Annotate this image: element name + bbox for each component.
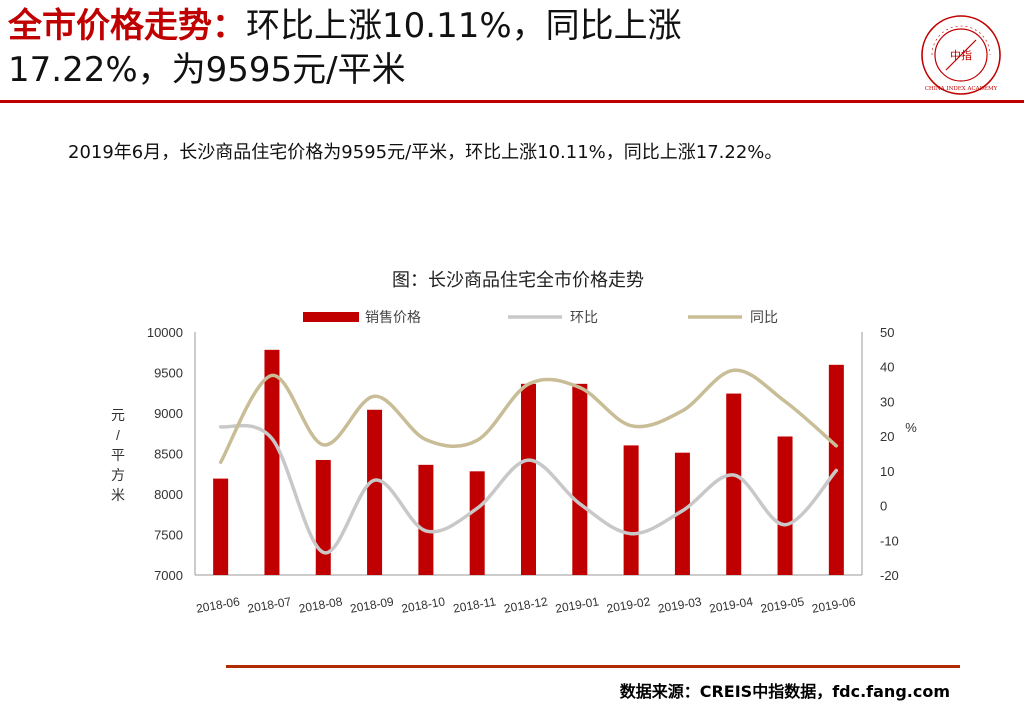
y-right-tick-label: -20 [880, 568, 899, 583]
x-tick-label-2018-11: 2018-11 [452, 594, 497, 615]
bar-2018-09 [367, 409, 383, 575]
price-trend-chart: 图：长沙商品住宅全市价格走势销售价格 环比 同比 7000 7500 8000 8500 90… [0, 260, 1024, 640]
bar-2019-04 [726, 393, 742, 575]
seal-ring-text: CHINA INDEX ACADEMY [925, 86, 998, 92]
china-index-academy-seal-icon: 中指 CHINA INDEX ACADEMY [921, 15, 1001, 95]
x-tick-label-2018-12: 2018-12 [503, 594, 549, 615]
y-left-tick-label: 9000 [154, 406, 183, 421]
x-tick-label-2019-01: 2019-01 [554, 594, 600, 615]
bar-2018-07 [264, 349, 280, 575]
legend-label-2: 同比 [750, 309, 778, 325]
chart-title: 图：长沙商品住宅全市价格走势 [392, 270, 644, 290]
title-line1: 环比上涨10.11%，同比上涨 [246, 6, 682, 46]
seal-center-text: 中指 [950, 48, 972, 62]
y-left-tick-label: 7500 [154, 528, 183, 543]
bar-2018-12 [521, 383, 536, 575]
data-source: 数据来源：CREIS中指数据，fdc.fang.com [619, 682, 950, 701]
title-divider [0, 100, 1024, 103]
footer-divider [226, 665, 960, 668]
line-series-同比 [218, 368, 839, 464]
x-tick-label-2018-10: 2018-10 [400, 594, 446, 615]
y-right-tick-label: 20 [880, 429, 894, 444]
y-right-tick-label: -10 [880, 533, 899, 548]
y-right-tick-label: 0 [880, 499, 887, 514]
x-tick-label-2019-02: 2019-02 [606, 594, 652, 615]
title-line2: 17.22%，为9595元/平米 [8, 50, 406, 90]
bar-2019-02 [623, 445, 639, 575]
y-right-tick-label: 40 [880, 360, 894, 375]
x-tick-label-2018-06: 2018-06 [195, 594, 241, 615]
x-tick-label-2019-04: 2019-04 [708, 594, 754, 615]
y-right-label: % [905, 420, 917, 435]
bar-2019-01 [572, 383, 588, 575]
bar-2018-11 [469, 471, 485, 575]
y-left-label-char: / [116, 427, 120, 443]
y-left-tick-label: 7000 [154, 568, 183, 583]
x-tick-label-2019-06: 2019-06 [811, 594, 857, 615]
y-left-tick-label: 8000 [154, 487, 183, 502]
bar-2018-10 [418, 464, 434, 575]
summary-text: 2019年6月，长沙商品住宅价格为9595元/平米，环比上涨10.11%，同比上… [68, 142, 783, 163]
legend-label-0: 销售价格 [365, 309, 421, 325]
y-right-tick-label: 50 [880, 325, 894, 340]
legend-label-1: 环比 [570, 309, 598, 325]
y-left-label-char: 米 [111, 487, 125, 503]
y-right-tick-label: 30 [880, 394, 894, 409]
y-left-tick-label: 8500 [154, 447, 183, 462]
page-title: 全市价格走势：环比上涨10.11%，同比上涨 17.22%，为9595元/平米 [8, 4, 908, 92]
y-left-label-char: 平 [111, 447, 125, 463]
legend-swatch-0 [303, 312, 359, 322]
bar-2019-03 [674, 452, 690, 575]
y-left-label-char: 方 [111, 467, 125, 483]
x-tick-label-2019-05: 2019-05 [759, 594, 805, 615]
x-tick-label-2019-03: 2019-03 [657, 594, 703, 615]
x-tick-label-2018-07: 2018-07 [246, 594, 292, 615]
y-left-tick-label: 9500 [154, 366, 183, 381]
y-left-label-char: 元 [111, 407, 125, 423]
bar-2019-05 [777, 436, 793, 575]
bar-2018-08 [315, 459, 331, 575]
bar-2018-06 [213, 478, 229, 575]
y-right-tick-label: 10 [880, 464, 894, 479]
x-tick-label-2018-08: 2018-08 [298, 594, 344, 615]
y-left-tick-label: 10000 [147, 325, 183, 340]
line-series-环比 [218, 423, 839, 555]
title-highlight: 全市价格走势： [8, 6, 246, 46]
x-tick-label-2018-09: 2018-09 [349, 594, 395, 615]
